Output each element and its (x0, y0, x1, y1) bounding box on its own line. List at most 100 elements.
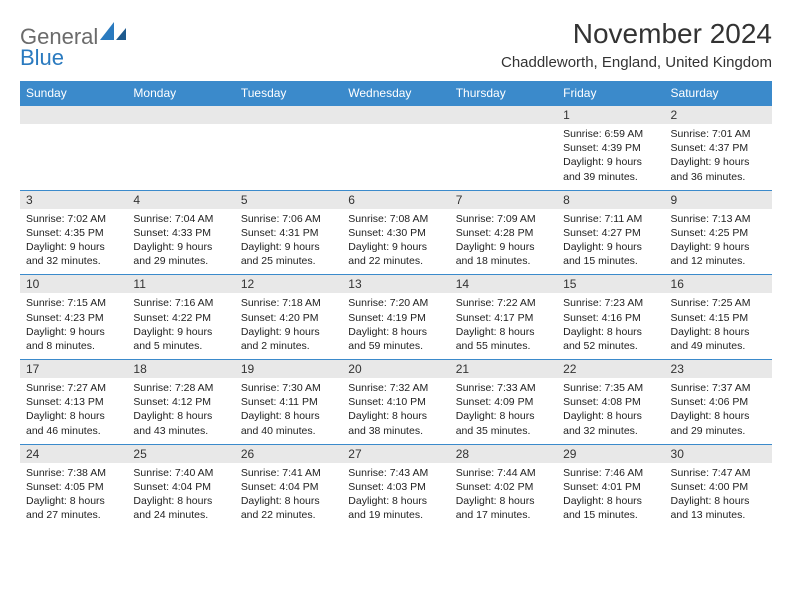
day-line: Sunset: 4:15 PM (671, 311, 766, 325)
calendar-cell: 17 Sunrise: 7:27 AMSunset: 4:13 PMDayligh… (20, 360, 127, 445)
day-line: Daylight: 9 hours (671, 155, 766, 169)
day-line: Daylight: 8 hours (671, 409, 766, 423)
day-line: Sunrise: 7:35 AM (563, 381, 658, 395)
empty-day (20, 106, 127, 124)
day-line: Daylight: 9 hours (26, 325, 121, 339)
brand-text: General Blue (20, 18, 132, 69)
day-line: Daylight: 8 hours (241, 494, 336, 508)
calendar-cell (342, 106, 449, 191)
day-line: and 38 minutes. (348, 424, 443, 438)
day-content: Sunrise: 7:43 AMSunset: 4:03 PMDaylight:… (342, 466, 449, 523)
day-line: Sunrise: 7:38 AM (26, 466, 121, 480)
day-number: 4 (127, 191, 234, 209)
day-line: and 49 minutes. (671, 339, 766, 353)
day-line: Sunrise: 6:59 AM (563, 127, 658, 141)
calendar-week: 3Sunrise: 7:02 AMSunset: 4:35 PMDaylight… (20, 190, 772, 275)
day-content: Sunrise: 7:27 AMSunset: 4:13 PMDaylight:… (20, 381, 127, 438)
day-number: 21 (450, 360, 557, 378)
day-line: Sunrise: 7:18 AM (241, 296, 336, 310)
day-line: Sunrise: 7:40 AM (133, 466, 228, 480)
empty-day (235, 106, 342, 124)
day-header: Sunday (20, 81, 127, 106)
calendar-cell: 19Sunrise: 7:30 AMSunset: 4:11 PMDayligh… (235, 360, 342, 445)
day-line: Sunrise: 7:11 AM (563, 212, 658, 226)
day-line: Daylight: 8 hours (348, 494, 443, 508)
day-line: and 39 minutes. (563, 170, 658, 184)
day-line: Daylight: 8 hours (133, 494, 228, 508)
day-content: Sunrise: 7:20 AMSunset: 4:19 PMDaylight:… (342, 296, 449, 353)
day-line: Sunrise: 7:30 AM (241, 381, 336, 395)
day-line: Sunset: 4:12 PM (133, 395, 228, 409)
day-line: Sunrise: 7:37 AM (671, 381, 766, 395)
day-line: Sunset: 4:27 PM (563, 226, 658, 240)
header: General Blue November 2024 Chaddleworth,… (20, 18, 772, 71)
day-line: Daylight: 9 hours (241, 240, 336, 254)
day-line: and 36 minutes. (671, 170, 766, 184)
day-content: Sunrise: 7:01 AMSunset: 4:37 PMDaylight:… (665, 127, 772, 184)
day-number: 26 (235, 445, 342, 463)
day-number: 18 (127, 360, 234, 378)
day-line: Daylight: 8 hours (241, 409, 336, 423)
day-number: 30 (665, 445, 772, 463)
day-number: 24 (20, 445, 127, 463)
day-line: Sunrise: 7:44 AM (456, 466, 551, 480)
brand-logo: General Blue (20, 18, 132, 69)
calendar-cell: 16Sunrise: 7:25 AMSunset: 4:15 PMDayligh… (665, 275, 772, 360)
day-line: Daylight: 9 hours (133, 325, 228, 339)
day-content: Sunrise: 7:11 AMSunset: 4:27 PMDaylight:… (557, 212, 664, 269)
day-number: 19 (235, 360, 342, 378)
calendar-cell: 18Sunrise: 7:28 AMSunset: 4:12 PMDayligh… (127, 360, 234, 445)
day-line: Sunrise: 7:15 AM (26, 296, 121, 310)
day-number: 28 (450, 445, 557, 463)
calendar-cell: 11Sunrise: 7:16 AMSunset: 4:22 PMDayligh… (127, 275, 234, 360)
day-number: 2 (665, 106, 772, 124)
day-line: Daylight: 8 hours (348, 409, 443, 423)
day-number: 9 (665, 191, 772, 209)
day-line: Daylight: 8 hours (348, 325, 443, 339)
day-line: Sunset: 4:16 PM (563, 311, 658, 325)
day-line: Sunrise: 7:22 AM (456, 296, 551, 310)
day-header: Friday (557, 81, 664, 106)
day-line: Sunrise: 7:09 AM (456, 212, 551, 226)
day-line: Daylight: 9 hours (26, 240, 121, 254)
day-line: Sunrise: 7:46 AM (563, 466, 658, 480)
day-content: Sunrise: 7:40 AMSunset: 4:04 PMDaylight:… (127, 466, 234, 523)
calendar-cell (235, 106, 342, 191)
calendar-cell: 1Sunrise: 6:59 AMSunset: 4:39 PMDaylight… (557, 106, 664, 191)
calendar-cell: 12Sunrise: 7:18 AMSunset: 4:20 PMDayligh… (235, 275, 342, 360)
calendar-week: 10Sunrise: 7:15 AMSunset: 4:23 PMDayligh… (20, 275, 772, 360)
day-line: Daylight: 9 hours (456, 240, 551, 254)
day-header: Wednesday (342, 81, 449, 106)
day-content: Sunrise: 7:04 AMSunset: 4:33 PMDaylight:… (127, 212, 234, 269)
calendar-cell: 26 Sunrise: 7:41 AMSunset: 4:04 PMDayligh… (235, 444, 342, 528)
day-number: 1 (557, 106, 664, 124)
day-content: Sunrise: 7:47 AMSunset: 4:00 PMDaylight:… (665, 466, 772, 523)
calendar-cell: 4 Sunrise: 7:04 AMSunset: 4:33 PMDaylight… (127, 190, 234, 275)
day-content: Sunrise: 7:41 AMSunset: 4:04 PMDaylight:… (235, 466, 342, 523)
calendar-cell: 23Sunrise: 7:37 AMSunset: 4:06 PMDayligh… (665, 360, 772, 445)
day-line: Sunrise: 7:02 AM (26, 212, 121, 226)
calendar-cell: 3Sunrise: 7:02 AMSunset: 4:35 PMDaylight… (20, 190, 127, 275)
day-line: Sunset: 4:03 PM (348, 480, 443, 494)
sail-icon (98, 18, 132, 44)
day-line: Sunset: 4:05 PM (26, 480, 121, 494)
calendar-cell: 9Sunrise: 7:13 AMSunset: 4:25 PMDaylight… (665, 190, 772, 275)
day-content: Sunrise: 7:37 AMSunset: 4:06 PMDaylight:… (665, 381, 772, 438)
day-line: and 15 minutes. (563, 508, 658, 522)
day-line: Sunset: 4:31 PM (241, 226, 336, 240)
day-line: Sunrise: 7:43 AM (348, 466, 443, 480)
day-line: Daylight: 9 hours (241, 325, 336, 339)
day-line: Sunset: 4:35 PM (26, 226, 121, 240)
day-line: and 24 minutes. (133, 508, 228, 522)
day-number: 12 (235, 275, 342, 293)
day-number: 22 (557, 360, 664, 378)
day-line: Sunset: 4:25 PM (671, 226, 766, 240)
day-line: Sunset: 4:08 PM (563, 395, 658, 409)
day-line: and 19 minutes. (348, 508, 443, 522)
day-number: 7 (450, 191, 557, 209)
day-line: and 25 minutes. (241, 254, 336, 268)
day-number: 17 (20, 360, 127, 378)
day-number: 13 (342, 275, 449, 293)
day-header: Thursday (450, 81, 557, 106)
day-line: and 29 minutes. (133, 254, 228, 268)
